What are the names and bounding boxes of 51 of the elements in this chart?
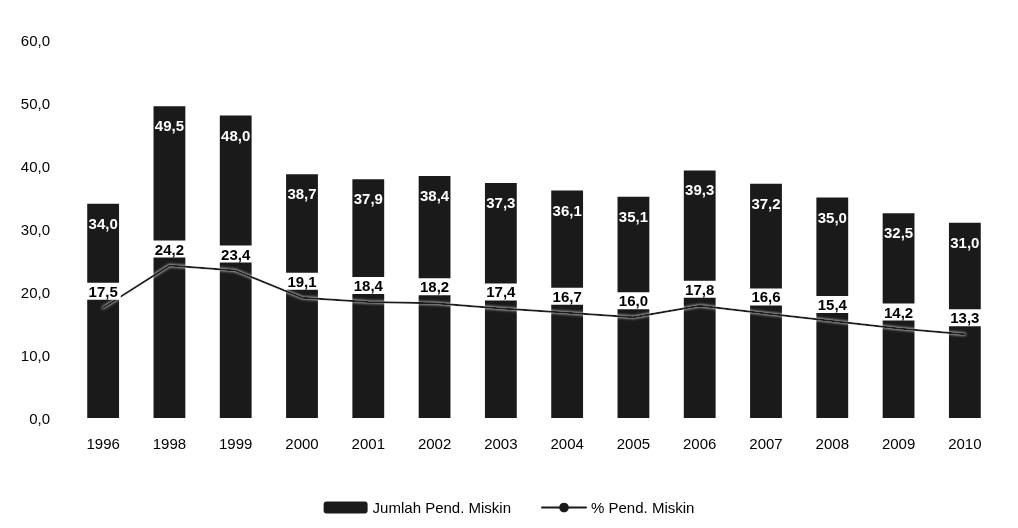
x-tick-label: 2000 xyxy=(285,435,319,452)
data-label: 18,4 xyxy=(353,277,384,295)
x-tick-label: 1996 xyxy=(86,435,120,452)
data-label: 35,0 xyxy=(817,208,847,226)
x-tick-label: 2003 xyxy=(484,435,518,452)
data-label: 19,1 xyxy=(287,272,317,290)
data-label: 16,7 xyxy=(552,287,582,305)
data-label: 16,0 xyxy=(618,292,649,310)
x-tick-label: 2006 xyxy=(683,435,717,452)
y-tick-label: 20,0 xyxy=(20,283,50,301)
x-tick-label: 2001 xyxy=(351,435,385,452)
data-label: 17,5 xyxy=(88,282,118,300)
data-label: 36,1 xyxy=(552,201,582,219)
data-label: 38,7 xyxy=(287,185,317,203)
data-label: 37,3 xyxy=(486,194,516,212)
data-label: 37,9 xyxy=(353,190,383,208)
data-label: 49,5 xyxy=(154,117,185,135)
legend-label: % Pend. Miskin xyxy=(591,499,695,516)
y-tick-label: 30,0 xyxy=(20,220,50,238)
x-tick-label: 2007 xyxy=(749,435,783,452)
y-tick-label: 40,0 xyxy=(20,157,50,175)
data-label: 17,4 xyxy=(486,283,517,301)
x-tick-label: 2002 xyxy=(417,435,452,452)
data-label: 34,0 xyxy=(88,214,118,232)
x-tick-label: 2010 xyxy=(948,435,982,452)
x-tick-label: 2009 xyxy=(881,435,916,452)
data-label: 16,6 xyxy=(751,288,781,306)
data-label: 18,2 xyxy=(419,278,450,296)
y-tick-label: 60,0 xyxy=(20,31,50,49)
y-tick-label: 50,0 xyxy=(20,94,50,112)
data-label: 15,4 xyxy=(817,295,848,313)
x-tick-label: 2004 xyxy=(550,435,584,452)
x-tick-label: 2008 xyxy=(815,435,849,452)
legend-label: Jumlah Pend. Miskin xyxy=(372,499,512,516)
data-label: 35,1 xyxy=(618,207,649,225)
x-tick-label: 2005 xyxy=(616,435,651,452)
data-label: 13,3 xyxy=(950,309,980,327)
data-label: 32,5 xyxy=(883,224,914,242)
data-label: 17,8 xyxy=(685,280,715,298)
x-tick-label: 1999 xyxy=(219,435,253,452)
data-label: 38,4 xyxy=(419,187,450,205)
data-label: 48,0 xyxy=(221,126,251,144)
data-label: 23,4 xyxy=(221,245,251,263)
data-label: 31,0 xyxy=(950,233,980,251)
data-label: 37,2 xyxy=(751,194,781,212)
y-tick-label: 10,0 xyxy=(20,346,50,364)
data-label: 24,2 xyxy=(154,240,185,258)
x-tick-label: 1998 xyxy=(152,435,187,452)
data-label: 39,3 xyxy=(685,181,715,199)
data-label: 14,2 xyxy=(883,303,914,321)
y-tick-label: 0,0 xyxy=(29,409,50,427)
